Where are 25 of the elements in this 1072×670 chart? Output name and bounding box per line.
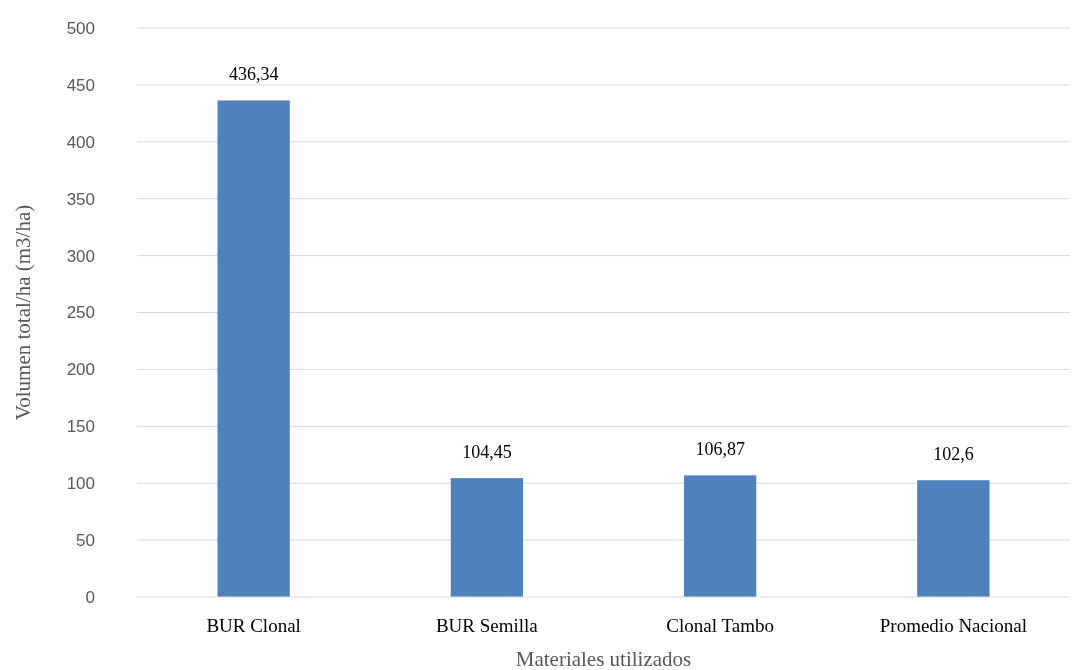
y-tick-label: 50 <box>76 531 95 551</box>
y-tick-label: 0 <box>85 587 95 607</box>
bar <box>917 480 990 597</box>
x-tick-label: BUR Clonal <box>206 615 301 636</box>
y-tick-label: 300 <box>66 246 95 266</box>
bar <box>217 100 290 597</box>
bar <box>450 478 524 597</box>
y-tick-label: 150 <box>66 417 95 437</box>
y-tick-label: 500 <box>66 18 95 38</box>
x-tick-label: Promedio Nacional <box>879 615 1027 636</box>
y-tick-label: 450 <box>66 75 95 95</box>
y-tick-label: 200 <box>66 360 95 380</box>
y-tick-label: 400 <box>66 132 95 152</box>
y-axis-title: Volumen total/ha (m3/ha) <box>11 204 35 421</box>
x-tick-label: Clonal Tambo <box>666 615 774 636</box>
data-label: 102,6 <box>933 444 974 465</box>
x-axis-title: Materiales utilizados <box>515 647 692 670</box>
x-tick-label: BUR Semilla <box>435 615 539 636</box>
data-label: 436,34 <box>228 64 279 85</box>
y-tick-label: 250 <box>66 303 95 323</box>
data-label: 106,87 <box>695 439 745 460</box>
data-label: 104,45 <box>462 442 512 463</box>
bar <box>683 475 757 597</box>
y-tick-label: 350 <box>66 189 95 209</box>
y-tick-label: 100 <box>66 474 95 494</box>
